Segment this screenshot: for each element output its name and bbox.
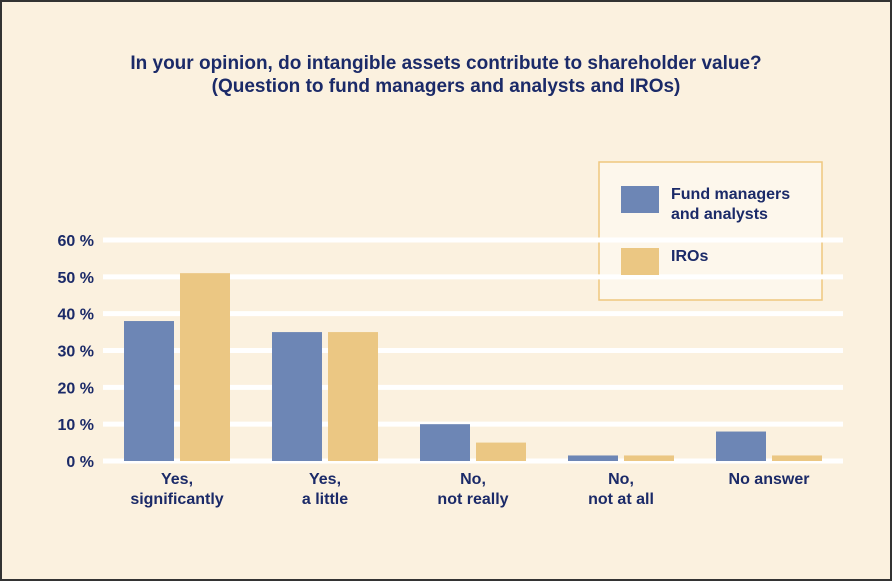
y-tick-label: 0 % bbox=[66, 454, 94, 471]
bar bbox=[180, 273, 230, 461]
legend-swatch bbox=[621, 248, 659, 275]
legend-swatch bbox=[621, 186, 659, 213]
x-tick-label: significantly bbox=[130, 491, 223, 508]
bar bbox=[420, 424, 470, 461]
bar bbox=[124, 321, 174, 461]
legend-label: and analysts bbox=[671, 206, 768, 223]
bar bbox=[476, 442, 526, 461]
y-tick-label: 10 % bbox=[58, 417, 94, 434]
x-tick-label: a little bbox=[302, 491, 348, 508]
bar bbox=[624, 455, 674, 461]
x-tick-label: not really bbox=[437, 491, 508, 508]
bar bbox=[772, 455, 822, 461]
legend-label: Fund managers bbox=[671, 186, 790, 203]
y-tick-label: 50 % bbox=[58, 270, 94, 287]
x-tick-label: No answer bbox=[729, 471, 810, 488]
bar bbox=[328, 332, 378, 461]
y-tick-label: 30 % bbox=[58, 344, 94, 361]
bar bbox=[716, 431, 766, 461]
x-tick-label: No, bbox=[608, 471, 634, 488]
x-tick-label: Yes, bbox=[161, 471, 193, 488]
chart-title: In your opinion, do intangible assets co… bbox=[130, 53, 761, 74]
bar bbox=[568, 455, 618, 461]
x-tick-label: Yes, bbox=[309, 471, 341, 488]
legend-label: IROs bbox=[671, 248, 708, 265]
x-tick-label: No, bbox=[460, 471, 486, 488]
bar bbox=[272, 332, 322, 461]
y-tick-label: 60 % bbox=[58, 233, 94, 250]
x-tick-label: not at all bbox=[588, 491, 654, 508]
y-tick-label: 40 % bbox=[58, 307, 94, 324]
y-tick-label: 20 % bbox=[58, 380, 94, 397]
chart-title: (Question to fund managers and analysts … bbox=[212, 76, 681, 97]
